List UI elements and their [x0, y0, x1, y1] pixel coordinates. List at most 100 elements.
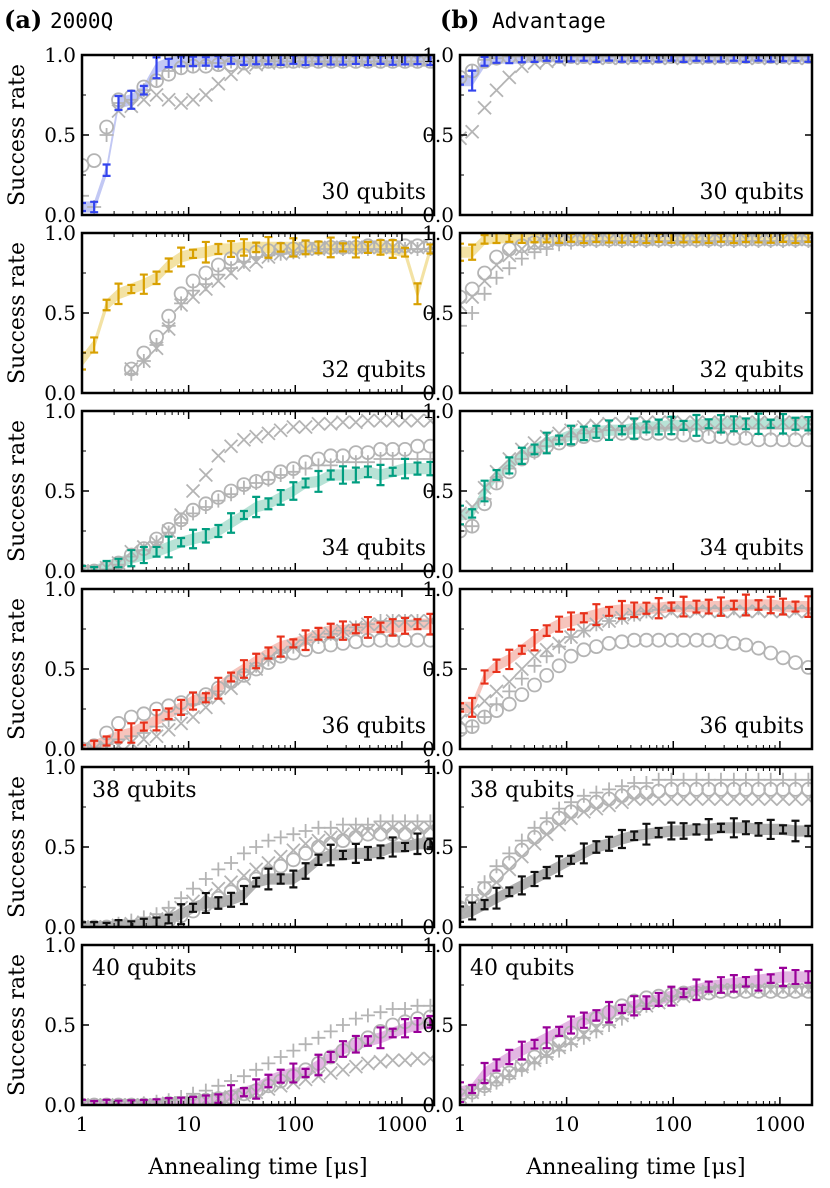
error-bar	[617, 233, 626, 244]
error-bar	[401, 1018, 410, 1039]
error-bar	[642, 995, 651, 1010]
panel-titles: (a) Advantage 2000Q (b) Advantage	[4, 5, 606, 34]
error-bar	[791, 819, 800, 843]
circle-marker	[460, 900, 468, 916]
error-bar	[363, 1035, 372, 1047]
error-bar	[555, 855, 564, 878]
plus-marker	[552, 1043, 567, 1058]
panel-a-30-qubits: 0.0 0.5 1.0 30 qubits Success rate	[5, 43, 436, 227]
circle-marker	[464, 281, 480, 297]
plots-area: 0.0 0.5 1.0 30 qubits Success rate 0.0 0.5 1.0 3…	[5, 43, 814, 1136]
cross-marker	[185, 483, 201, 499]
qubit-label: 30 qubits	[322, 180, 427, 205]
plus-marker	[286, 1043, 301, 1058]
cross-marker	[410, 1051, 425, 1066]
error-bar	[579, 1011, 588, 1029]
y-axis-label: Success rate	[5, 64, 30, 206]
error-bar	[338, 55, 347, 66]
error-bar	[388, 239, 397, 259]
panel-a-38-qubits: 0.0 0.5 1.0 38 qubits Success rate	[5, 755, 436, 939]
y-tick-label: 0.0	[422, 1093, 454, 1117]
y-tick-label: 0.0	[44, 737, 76, 761]
error-bar	[579, 233, 588, 245]
error-bar	[338, 465, 347, 485]
y-tick-label: 0.5	[422, 657, 454, 681]
plus-marker	[348, 817, 363, 832]
plus-marker	[489, 697, 504, 712]
plus-marker	[211, 1078, 226, 1093]
error-bar	[351, 236, 360, 259]
plus-marker	[738, 772, 753, 787]
plus-marker	[602, 782, 617, 797]
error-bar	[766, 418, 775, 429]
error-bar	[492, 886, 501, 910]
panel-a-32-qubits: 0.0 0.5 1.0 32 qubits Success rate	[5, 221, 436, 405]
cross-marker	[211, 76, 226, 91]
error-bar	[152, 708, 161, 732]
plus-marker	[539, 811, 554, 826]
error-bar	[239, 884, 248, 906]
y-axis-label: Success rate	[5, 242, 30, 384]
y-tick-label: 0.5	[44, 835, 76, 859]
cross-marker	[465, 124, 480, 139]
error-bar	[189, 691, 198, 711]
error-bar	[555, 1025, 564, 1038]
error-bar	[401, 457, 410, 480]
cross-marker	[460, 131, 468, 146]
cross-marker	[161, 722, 176, 737]
panel-a-34-qubits: 0.0 0.5 1.0 34 qubits Success rate	[5, 399, 436, 583]
plus-marker	[286, 464, 301, 479]
circle-marker	[614, 634, 630, 650]
error-bar	[314, 853, 323, 866]
error-bar	[716, 414, 725, 434]
error-bar	[164, 913, 173, 925]
y-tick-label: 1.0	[422, 221, 454, 245]
error-bar	[413, 1016, 422, 1034]
circle-marker	[551, 658, 567, 674]
y-tick-label: 1.0	[44, 577, 76, 601]
plus-marker	[564, 795, 579, 810]
error-bars	[460, 55, 812, 92]
error-bar	[480, 669, 489, 685]
plus-marker	[527, 658, 542, 673]
cross-marker	[489, 83, 504, 98]
circle-marker	[751, 640, 766, 656]
plus-marker	[198, 872, 213, 886]
plus-marker	[261, 833, 276, 848]
error-bar	[704, 818, 713, 841]
error-bar	[264, 867, 273, 891]
cross-marker	[410, 413, 425, 428]
plus-marker	[589, 1024, 604, 1039]
error-bar	[201, 891, 210, 915]
plus-marker	[460, 70, 467, 85]
error-bar	[791, 968, 800, 986]
plus-marker	[174, 516, 189, 530]
error-bar	[189, 528, 198, 550]
error-bar	[189, 1095, 198, 1105]
qubit-label: 34 qubits	[322, 536, 427, 561]
cross-marker	[423, 1051, 434, 1066]
error-bar	[754, 822, 763, 837]
plus-marker	[423, 814, 434, 829]
y-tick-label: 0.5	[422, 1013, 454, 1037]
circle-marker	[588, 639, 604, 654]
error-bar	[264, 1073, 273, 1089]
error-bars	[82, 612, 434, 749]
plus-marker	[514, 251, 529, 266]
plus-marker	[236, 1069, 251, 1084]
error-bar	[704, 980, 713, 993]
circle-marker	[701, 632, 717, 648]
circle-marker	[397, 632, 413, 648]
y-axis-label: Success rate	[5, 776, 30, 918]
error-bar	[276, 635, 285, 658]
cross-marker	[335, 1062, 351, 1077]
plus-marker	[552, 801, 567, 816]
cross-marker	[527, 649, 542, 664]
cross-marker	[502, 674, 517, 689]
plus-marker	[576, 788, 591, 803]
error-bar	[351, 1034, 360, 1054]
circle-marker	[626, 632, 642, 648]
error-bar	[139, 545, 148, 565]
error-bar	[530, 1038, 539, 1050]
plus-marker	[552, 639, 567, 654]
